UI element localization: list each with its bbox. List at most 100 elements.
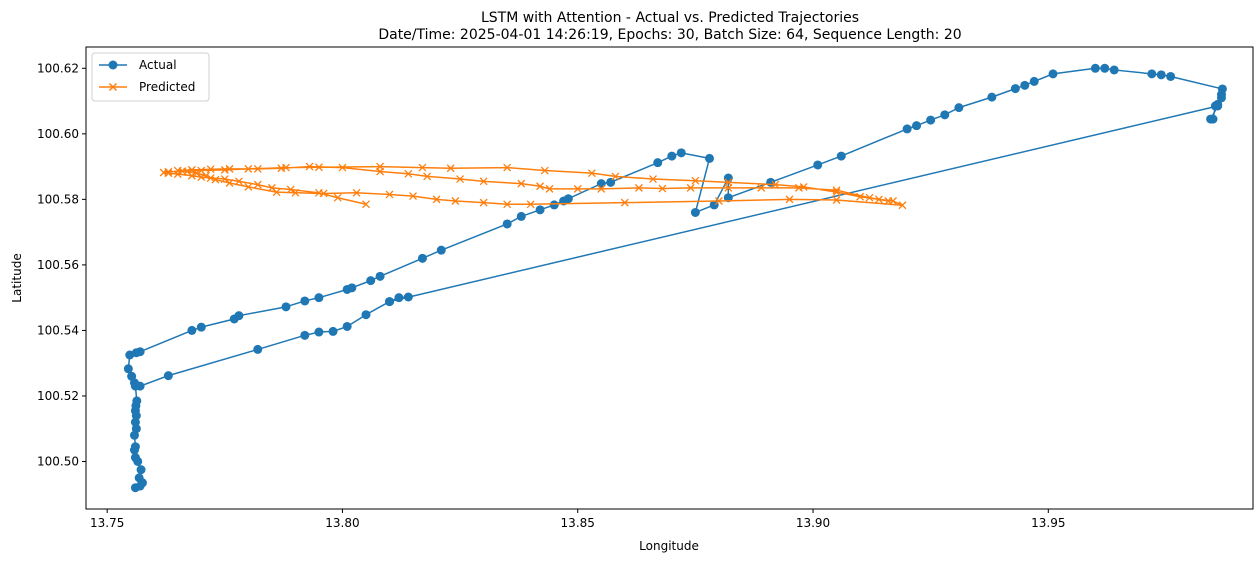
y-tick-label: 100.62 — [37, 61, 79, 75]
data-point-actual — [723, 173, 733, 183]
data-point-predicted — [517, 179, 526, 188]
data-point-actual — [1109, 65, 1119, 75]
data-point-predicted — [305, 162, 314, 171]
legend-actual-label: Actual — [139, 58, 177, 72]
data-point-actual — [300, 330, 310, 340]
data-point-actual — [1216, 93, 1226, 103]
data-point-predicted — [446, 164, 455, 173]
data-point-actual — [135, 381, 145, 391]
data-point-predicted — [611, 172, 620, 181]
data-point-predicted — [451, 197, 460, 205]
x-axis: 13.75 13.80 13.85 13.90 13.95 — [90, 509, 1065, 530]
data-point-predicted — [314, 163, 323, 172]
data-point-actual — [549, 200, 559, 210]
data-point-predicted — [253, 180, 262, 189]
data-point-actual — [1020, 80, 1030, 90]
series-predicted — [159, 162, 907, 210]
data-point-actual — [1010, 84, 1020, 94]
data-point-predicted — [503, 200, 512, 209]
data-point-predicted — [658, 184, 667, 193]
data-point-predicted — [432, 195, 441, 204]
data-point-predicted — [714, 197, 723, 205]
data-point-predicted — [164, 167, 173, 176]
data-point-predicted — [202, 171, 210, 180]
data-point-actual — [281, 302, 291, 312]
data-point-actual — [954, 103, 964, 113]
data-point-predicted — [526, 200, 535, 209]
data-point-predicted — [691, 176, 700, 185]
data-point-predicted — [187, 165, 196, 174]
data-point-actual — [375, 271, 385, 281]
data-point-predicted — [874, 195, 883, 204]
data-point-predicted — [898, 201, 907, 210]
data-point-actual — [813, 160, 823, 170]
x-tick-label: 13.85 — [561, 516, 595, 530]
data-point-predicted — [479, 177, 488, 186]
data-point-predicted — [832, 196, 841, 204]
x-tick-label: 13.75 — [90, 516, 124, 530]
data-point-predicted — [418, 163, 427, 172]
data-point-actual — [1100, 63, 1110, 73]
y-tick-label: 100.54 — [37, 323, 79, 337]
data-point-actual — [1156, 70, 1166, 80]
data-point-actual — [163, 371, 173, 381]
chart-subtitle: Date/Time: 2025-04-01 14:26:19, Epochs: … — [378, 27, 961, 43]
data-point-predicted — [192, 169, 201, 178]
data-point-actual — [394, 293, 404, 303]
data-point-actual — [926, 115, 936, 125]
data-point-predicted — [211, 175, 220, 184]
data-point-actual — [667, 151, 677, 161]
data-point-actual — [902, 124, 912, 134]
legend-predicted-marker — [108, 82, 118, 92]
data-point-actual — [300, 296, 310, 306]
data-point-predicted — [794, 183, 803, 192]
series-layer — [123, 63, 1227, 493]
data-point-predicted — [865, 193, 874, 202]
data-point-predicted — [724, 183, 733, 192]
data-point-predicted — [423, 172, 432, 181]
data-point-actual — [912, 121, 922, 131]
data-point-predicted — [220, 165, 229, 174]
data-point-predicted — [479, 198, 488, 207]
data-point-actual — [403, 292, 413, 302]
y-tick-label: 100.58 — [37, 192, 79, 206]
data-point-actual — [314, 293, 324, 303]
legend-actual-marker — [108, 60, 118, 70]
data-point-actual — [1147, 69, 1157, 79]
data-point-actual — [123, 364, 133, 374]
axes-frame — [85, 46, 1254, 510]
data-point-predicted — [587, 169, 596, 178]
data-point-predicted — [206, 165, 215, 174]
data-point-predicted — [183, 167, 192, 176]
data-point-predicted — [785, 195, 794, 204]
data-point-predicted — [234, 177, 243, 186]
legend: Actual Predicted — [91, 52, 210, 102]
y-tick-label: 100.56 — [37, 258, 79, 272]
data-point-actual — [1090, 63, 1100, 73]
data-point-predicted — [573, 184, 582, 193]
data-point-actual — [940, 110, 950, 120]
data-point-actual — [690, 207, 700, 217]
data-point-actual — [196, 322, 206, 332]
data-point-predicted — [272, 188, 281, 197]
data-point-predicted — [338, 163, 347, 172]
data-point-actual — [136, 465, 146, 475]
data-point-predicted — [686, 183, 695, 192]
data-point-predicted — [536, 182, 545, 191]
data-point-predicted — [799, 182, 808, 191]
series-actual — [123, 63, 1227, 493]
data-point-predicted — [362, 200, 370, 209]
data-point-actual — [1213, 101, 1223, 111]
data-point-predicted — [634, 183, 643, 192]
data-point-predicted — [545, 184, 554, 193]
data-point-predicted — [503, 163, 512, 172]
data-point-predicted — [884, 197, 893, 205]
data-point-actual — [535, 205, 545, 215]
data-point-actual — [987, 92, 997, 102]
data-point-actual — [314, 327, 324, 337]
data-point-predicted — [225, 179, 234, 187]
x-tick-label: 13.95 — [1031, 516, 1065, 530]
data-point-predicted — [649, 175, 657, 184]
data-point-actual — [132, 396, 142, 406]
